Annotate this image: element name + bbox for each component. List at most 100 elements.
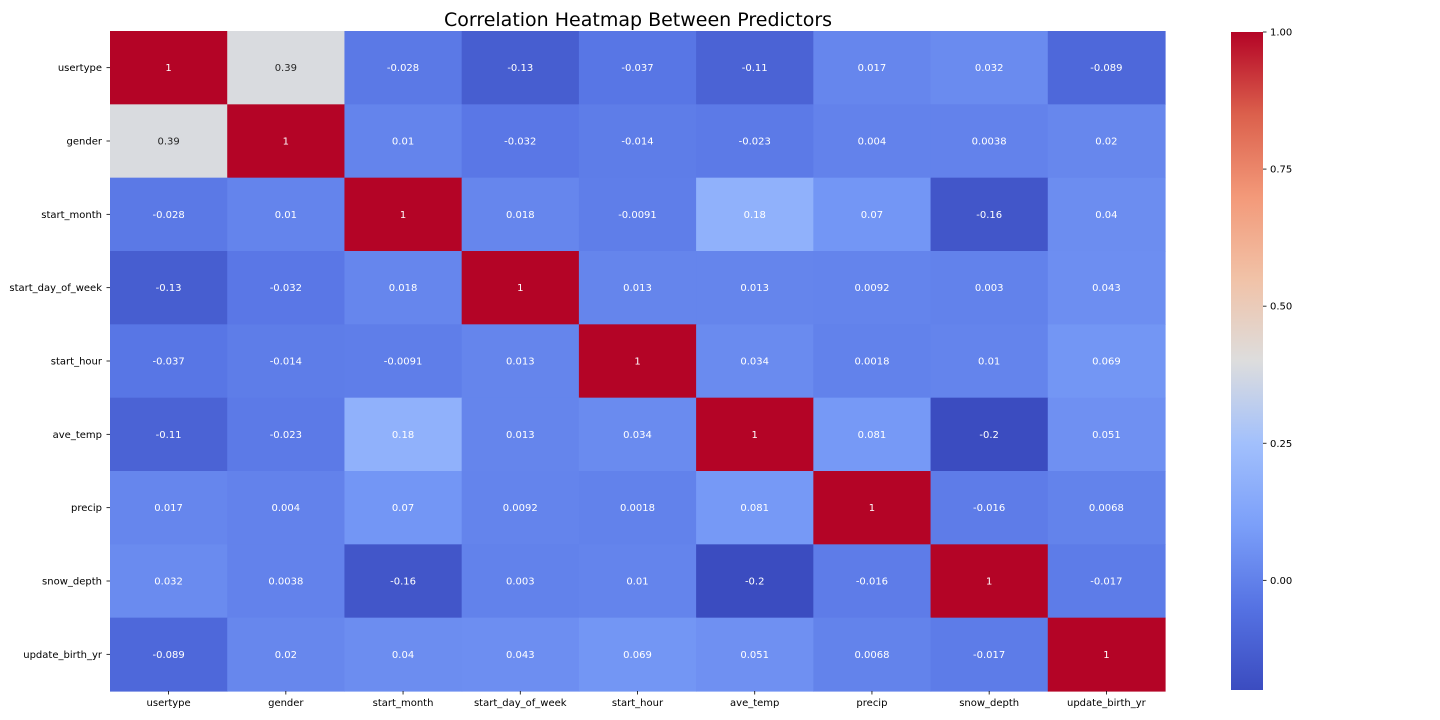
cell-annotation-update_birth_yr-ave_temp: 0.051 — [740, 650, 769, 661]
colorbar: 0.00 0.25 0.50 0.75 1.00 — [1231, 28, 1292, 690]
heatmap-cell-usertype-gender — [227, 31, 346, 105]
heatmap-cell-snow_depth-start_month — [344, 544, 463, 619]
heatmap-cell-start_hour-update_birth_yr — [1047, 324, 1166, 399]
heatmap-cell-gender-gender — [227, 104, 346, 179]
cell-annotation-start_month-snow_depth: -0.16 — [976, 210, 1002, 221]
cell-annotation-gender-precip: 0.004 — [858, 137, 887, 148]
heatmap-cell-start_day_of_week-ave_temp — [696, 251, 814, 325]
heatmap-cell-gender-start_day_of_week — [461, 104, 580, 179]
heatmap-cell-precip-start_hour — [578, 471, 697, 545]
cell-annotation-snow_depth-start_day_of_week: 0.003 — [506, 577, 535, 588]
cell-annotation-usertype-snow_depth: 0.032 — [975, 63, 1004, 74]
heatmap-cell-gender-start_hour — [578, 104, 697, 179]
heatmap-cell-precip-gender — [227, 471, 346, 545]
cell-annotation-precip-snow_depth: -0.016 — [973, 503, 1005, 514]
heatmap-cell-start_month-snow_depth — [930, 177, 1049, 252]
cell-annotation-precip-usertype: 0.017 — [154, 503, 183, 514]
cell-annotation-ave_temp-gender: -0.023 — [270, 430, 302, 441]
cell-annotation-usertype-precip: 0.017 — [858, 63, 887, 74]
cell-annotation-precip-precip: 1 — [869, 503, 875, 514]
colorbar-tick-label-0.25: 0.25 — [1270, 439, 1292, 450]
cell-annotation-start_hour-start_hour: 1 — [634, 357, 640, 368]
heatmap-cell-ave_temp-start_hour — [578, 397, 697, 472]
y-tick-label-ave_temp: ave_temp — [53, 430, 102, 441]
heatmap-cell-start_hour-start_day_of_week — [461, 324, 580, 399]
cell-annotation-ave_temp-ave_temp: 1 — [752, 430, 758, 441]
heatmap-cell-usertype-update_birth_yr — [1047, 31, 1166, 105]
heatmap-cell-usertype-start_day_of_week — [461, 31, 580, 105]
heatmap-cell-snow_depth-usertype — [110, 544, 228, 619]
cell-annotation-start_day_of_week-start_month: 0.018 — [389, 283, 418, 294]
heatmap-cell-usertype-start_month — [344, 31, 463, 105]
heatmap-cell-gender-update_birth_yr — [1047, 104, 1166, 179]
heatmap-cell-start_day_of_week-start_hour — [578, 251, 697, 325]
heatmap-cell-gender-start_month — [344, 104, 463, 179]
heatmap-cell-snow_depth-precip — [813, 544, 932, 619]
heatmap-cell-usertype-snow_depth — [930, 31, 1049, 105]
heatmap-cell-snow_depth-start_day_of_week — [461, 544, 580, 619]
heatmap-cell-precip-start_day_of_week — [461, 471, 580, 545]
heatmap-cell-ave_temp-usertype — [110, 397, 228, 472]
heatmap-cell-precip-update_birth_yr — [1047, 471, 1166, 545]
heatmap-cell-ave_temp-gender — [227, 397, 346, 472]
y-tick-label-precip: precip — [71, 503, 102, 514]
cell-annotation-update_birth_yr-precip: 0.0068 — [854, 650, 889, 661]
x-tick-label-start_hour: start_hour — [612, 698, 664, 709]
heatmap-cell-start_month-start_month — [344, 177, 463, 252]
heatmap-cell-usertype-precip — [813, 31, 932, 105]
cell-annotation-precip-start_day_of_week: 0.0092 — [503, 503, 538, 514]
cell-annotation-update_birth_yr-gender: 0.02 — [275, 650, 297, 661]
cell-annotation-usertype-usertype: 1 — [165, 63, 171, 74]
heatmap-cell-gender-ave_temp — [696, 104, 814, 179]
heatmap-cell-start_hour-usertype — [110, 324, 228, 399]
x-tick-label-snow_depth: snow_depth — [959, 698, 1019, 709]
cell-annotation-gender-start_day_of_week: -0.032 — [504, 137, 536, 148]
chart-title: Correlation Heatmap Between Predictors — [444, 9, 832, 31]
y-tick-label-gender: gender — [67, 137, 103, 148]
cell-annotation-snow_depth-ave_temp: -0.2 — [745, 577, 765, 588]
colorbar-gradient — [1231, 32, 1263, 690]
cell-annotation-gender-usertype: 0.39 — [157, 137, 179, 148]
heatmap-cell-snow_depth-update_birth_yr — [1047, 544, 1166, 619]
x-tick-label-ave_temp: ave_temp — [730, 698, 779, 709]
colorbar-tick-label-0.00: 0.00 — [1270, 576, 1292, 587]
y-tick-label-usertype: usertype — [58, 63, 102, 74]
heatmap-cell-update_birth_yr-start_day_of_week — [461, 617, 580, 692]
y-tick-label-update_birth_yr: update_birth_yr — [23, 650, 103, 661]
heatmap-cell-usertype-ave_temp — [696, 31, 814, 105]
cell-annotation-update_birth_yr-start_month: 0.04 — [392, 650, 414, 661]
heatmap-cell-ave_temp-ave_temp — [696, 397, 814, 472]
cell-annotation-start_day_of_week-start_hour: 0.013 — [623, 283, 652, 294]
cell-annotation-gender-start_hour: -0.014 — [621, 137, 653, 148]
x-axis-tick-labels: usertype gender start_month start_day_of_we… — [147, 691, 1147, 709]
cell-annotation-start_day_of_week-ave_temp: 0.013 — [740, 283, 769, 294]
heatmap-cell-usertype-usertype — [110, 31, 228, 105]
heatmap-cell-gender-precip — [813, 104, 932, 179]
heatmap-cell-start_day_of_week-start_month — [344, 251, 463, 325]
cell-annotation-update_birth_yr-usertype: -0.089 — [152, 650, 184, 661]
heatmap-cell-ave_temp-update_birth_yr — [1047, 397, 1166, 472]
heatmap-cell-update_birth_yr-ave_temp — [696, 617, 814, 692]
heatmap-cell-start_hour-snow_depth — [930, 324, 1049, 399]
cell-annotation-snow_depth-start_hour: 0.01 — [626, 577, 648, 588]
heatmap-cell-update_birth_yr-precip — [813, 617, 932, 692]
cell-annotation-start_month-gender: 0.01 — [275, 210, 297, 221]
cell-annotation-precip-gender: 0.004 — [272, 503, 301, 514]
cell-annotation-ave_temp-update_birth_yr: 0.051 — [1092, 430, 1121, 441]
cell-annotation-start_day_of_week-snow_depth: 0.003 — [975, 283, 1004, 294]
cell-annotation-usertype-ave_temp: -0.11 — [742, 63, 768, 74]
cell-annotation-start_month-usertype: -0.028 — [152, 210, 184, 221]
cell-annotation-start_month-precip: 0.07 — [861, 210, 883, 221]
cell-annotation-update_birth_yr-snow_depth: -0.017 — [973, 650, 1005, 661]
cell-annotation-precip-ave_temp: 0.081 — [740, 503, 769, 514]
colorbar-tick-label-0.75: 0.75 — [1270, 165, 1292, 176]
cell-annotation-usertype-start_hour: -0.037 — [621, 63, 653, 74]
heatmap-cell-start_day_of_week-usertype — [110, 251, 228, 325]
heatmap-cell-update_birth_yr-snow_depth — [930, 617, 1049, 692]
heatmap-cell-start_month-start_hour — [578, 177, 697, 252]
cell-annotation-start_month-update_birth_yr: 0.04 — [1095, 210, 1117, 221]
heatmap-cell-gender-snow_depth — [930, 104, 1049, 179]
heatmap-cell-update_birth_yr-gender — [227, 617, 346, 692]
